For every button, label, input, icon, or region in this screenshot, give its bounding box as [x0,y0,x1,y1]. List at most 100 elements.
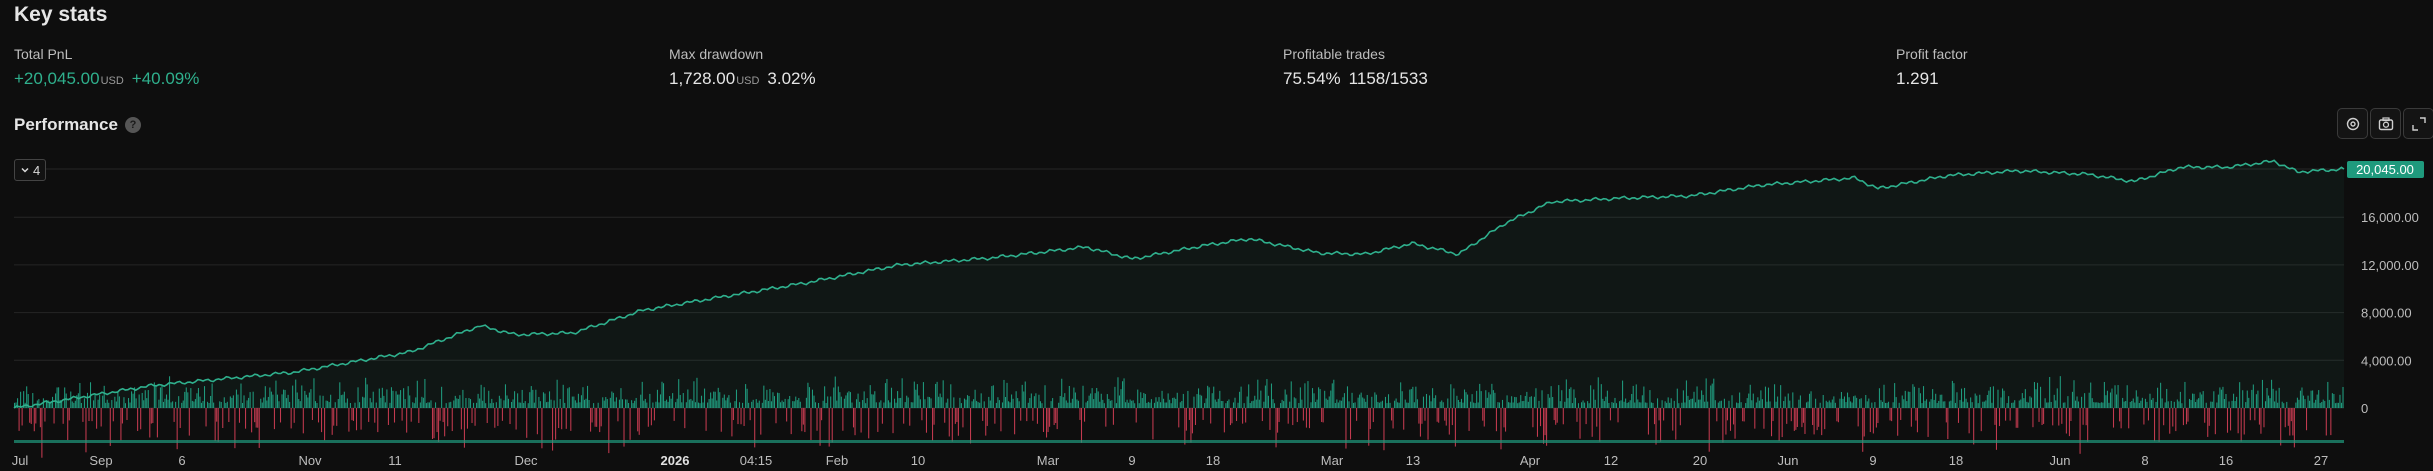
profit-bar [1643,386,1645,408]
profit-bar [1670,398,1672,408]
loss-bar [149,408,151,438]
loss-bar [85,408,87,453]
profit-bar [349,403,351,408]
profit-bar [1333,379,1335,408]
screenshot-button[interactable] [2370,108,2401,139]
loss-bar [1505,408,1507,432]
profit-bar [469,399,472,408]
profit-bar [1480,391,1482,408]
profit-bar [991,386,993,408]
profit-bar [1512,402,1514,408]
profit-bar [1410,389,1412,408]
loss-bar [954,408,956,424]
profit-bar [1761,399,1763,408]
profit-bar [2071,391,2073,408]
profit-bar [70,391,72,408]
profit-bar [1602,398,1604,408]
last-value-badge: 20,045.00 [2347,161,2424,178]
help-icon[interactable]: ? [124,117,141,133]
profit-bar [1506,395,1508,408]
profit-bar [1131,400,1133,408]
profit-bar [1386,403,1388,408]
profit-bar [1626,402,1628,408]
profit-bar [542,392,544,408]
loss-bar [1647,408,1649,435]
profit-bar [111,400,113,408]
loss-bar [2284,408,2286,428]
profit-bar [2047,402,2049,408]
profit-bar [196,393,198,408]
profit-bar [2033,382,2035,408]
loss-bar [156,408,158,438]
profit-bar [1977,403,1979,408]
profit-bar [1892,402,1894,408]
profit-bar [1313,393,1315,408]
profit-bar [878,402,880,408]
loss-bar [1796,408,1798,427]
profit-bar [1649,390,1651,408]
profit-bar [941,397,943,408]
loss-bar [188,408,190,436]
profit-bar [1991,402,1993,408]
profit-bar [901,378,903,408]
profit-bar [1064,393,1066,408]
loss-bar [387,408,389,425]
fullscreen-button[interactable] [2403,108,2433,139]
profit-bar [1843,396,1846,408]
collapse-toggle-button[interactable]: 4 [14,159,47,181]
profit-bar [1429,395,1431,408]
profit-bar [2116,394,2118,408]
loss-bar [393,408,396,423]
profit-bar [2091,398,2093,408]
profit-bar [529,392,531,408]
loss-bar [1278,408,1280,422]
profit-bar [235,389,237,408]
camera-icon [2378,116,2393,130]
loss-bar [647,408,649,427]
loss-bar [67,408,69,441]
loss-bar [368,408,370,422]
profit-bar [1023,391,1025,408]
profit-bar [1944,401,1946,408]
loss-bar [439,408,441,421]
profit-bar [1365,401,1367,408]
x-tick-label: Feb [826,453,848,468]
profit-bar [517,393,519,408]
profit-bar [114,396,116,408]
loss-bar [1795,408,1797,430]
profit-bar [833,387,835,408]
profit-bar [2251,389,2253,408]
loss-bar [1915,408,1917,421]
profit-bar [2027,402,2029,408]
profit-bar [1693,391,1695,408]
profit-bar [296,392,298,408]
profit-bar [763,385,765,408]
profit-bar [655,401,657,408]
profit-bar [772,392,774,408]
profit-bar [872,394,874,408]
profit-bar [211,383,213,408]
profit-bar [1471,394,1473,408]
profit-bar [849,392,851,408]
loss-bar [801,408,803,432]
loss-bar [790,408,792,435]
settings-button[interactable] [2337,108,2368,139]
profit-bar [1853,396,1855,408]
profit-bar [997,397,999,408]
profit-bar [2310,390,2312,408]
profit-bar [1842,398,1844,408]
profit-bar [1485,390,1487,408]
loss-bar [1553,408,1555,421]
profit-bar [2055,400,2057,408]
profit-bar [1549,397,1551,408]
loss-bar [561,408,563,430]
loss-bar [1418,408,1420,424]
profit-bar [1976,395,1978,408]
profit-bar [1933,399,1935,408]
profit-bar [851,402,853,408]
profit-bar [2129,401,2131,408]
profit-bar [1062,397,1064,408]
loss-bar [1369,408,1371,430]
profit-bar [185,387,187,408]
performance-title: Performance ? [14,115,141,135]
